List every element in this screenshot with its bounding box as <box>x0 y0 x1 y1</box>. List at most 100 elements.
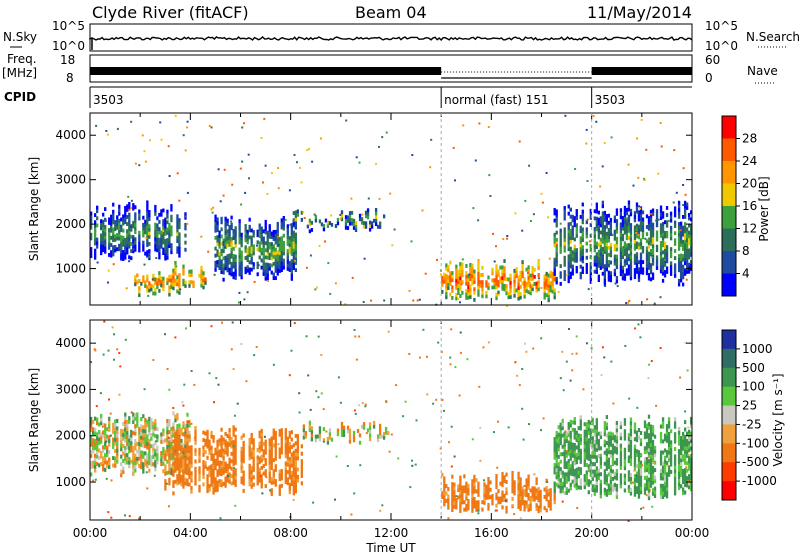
heat-cell <box>138 248 141 253</box>
heat-cell <box>94 468 97 473</box>
heat-cell <box>683 420 687 425</box>
heat-cell <box>575 209 578 213</box>
heat-cell <box>124 206 127 210</box>
heat-speck <box>271 246 274 249</box>
heat-cell <box>100 222 103 227</box>
heat-cell <box>505 472 508 477</box>
heat-cell <box>240 275 243 280</box>
heat-cell <box>278 258 281 263</box>
heat-cell <box>138 241 141 246</box>
heat-cell <box>228 428 231 433</box>
heat-cell <box>681 487 685 492</box>
heat-cell <box>184 462 187 467</box>
heat-cell <box>681 454 685 459</box>
heat-cell <box>649 209 653 214</box>
heat-cell <box>144 429 147 434</box>
heat-cell <box>511 482 514 487</box>
heat-speck <box>455 495 458 498</box>
heat-cell <box>595 266 598 271</box>
heat-cell <box>250 246 253 251</box>
heat-speck <box>317 335 320 338</box>
heat-cell <box>282 265 285 270</box>
heat-cell <box>286 263 289 268</box>
heat-cell <box>471 482 474 487</box>
heat-cell <box>501 497 504 502</box>
heat-speck <box>217 383 220 386</box>
heat-speck <box>600 374 603 377</box>
heat-cell <box>234 226 237 231</box>
heat-cell <box>322 438 326 443</box>
heat-cell <box>655 237 659 242</box>
heat-speck <box>479 426 482 429</box>
heat-cell <box>240 454 243 459</box>
heat-cell <box>354 221 358 225</box>
heat-cell <box>637 228 641 233</box>
heat-cell <box>218 251 221 256</box>
heat-speck <box>253 280 256 283</box>
heat-cell <box>663 255 667 260</box>
heat-cell <box>459 501 462 506</box>
heat-cell <box>198 466 201 471</box>
heat-cell <box>252 438 255 443</box>
heat-cell <box>525 489 528 494</box>
heat-cell <box>222 459 225 464</box>
heat-cell <box>665 490 669 495</box>
heat-cell <box>571 420 574 425</box>
heat-cell <box>326 436 330 441</box>
heat-cell <box>599 435 602 440</box>
heat-cell <box>669 455 673 460</box>
heat-speck <box>144 160 147 163</box>
heat-cell <box>220 252 223 257</box>
heat-cell <box>166 277 169 282</box>
heat-cell <box>256 233 259 238</box>
heat-cell <box>533 282 536 286</box>
heat-cell <box>499 481 502 486</box>
heat-cell <box>184 459 187 464</box>
heat-cell <box>222 467 225 472</box>
heat-cell <box>134 427 137 432</box>
heat-cell <box>681 443 685 448</box>
heat-speck <box>682 184 685 186</box>
heat-cell <box>248 482 251 487</box>
heat-speck <box>448 441 450 444</box>
heat-cell <box>90 218 93 223</box>
heat-cell <box>665 435 669 440</box>
heat-cell <box>587 445 590 450</box>
heat-cell <box>567 470 570 475</box>
heat-cell <box>661 236 665 241</box>
heat-cell <box>212 490 215 495</box>
heat-cell <box>549 499 552 504</box>
heat-cell <box>294 214 297 218</box>
heat-cell <box>192 284 195 289</box>
heat-cell <box>477 289 480 294</box>
heat-cell <box>571 264 574 269</box>
heat-cell <box>603 282 607 286</box>
heat-cell <box>386 430 390 435</box>
heat-cell <box>487 275 490 280</box>
heat-speck <box>151 278 154 281</box>
heat-cell <box>669 232 673 237</box>
heat-cell <box>663 463 667 468</box>
heat-speck <box>260 137 263 139</box>
heat-cell <box>583 422 586 427</box>
heat-cell <box>112 430 115 435</box>
heat-cell <box>92 442 95 447</box>
heat-cell <box>647 219 651 224</box>
heat-cell <box>356 428 360 433</box>
heat-cell <box>228 242 231 247</box>
heat-cell <box>669 440 673 445</box>
heat-cell <box>569 453 572 458</box>
heat-cell <box>641 235 645 240</box>
heat-cell <box>216 454 219 459</box>
heat-cell <box>615 219 619 223</box>
heat-speck <box>230 220 233 223</box>
heat-cell <box>230 244 233 248</box>
heat-cell <box>689 457 693 462</box>
heat-cell <box>687 255 691 260</box>
heat-cell <box>637 483 641 488</box>
heat-cell <box>164 228 167 233</box>
heat-cell <box>603 228 607 233</box>
heat-cell <box>651 244 655 248</box>
heat-cell <box>623 481 627 486</box>
heat-speck <box>504 499 507 502</box>
